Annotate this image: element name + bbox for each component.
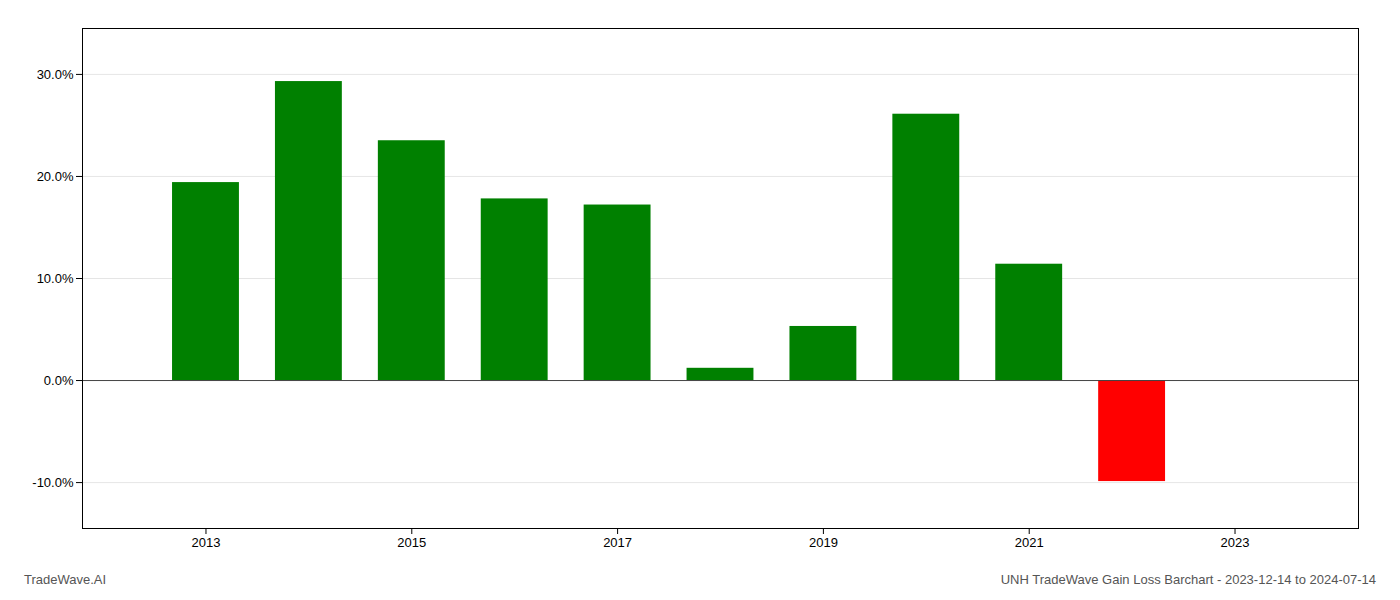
svg-text:2019: 2019 — [809, 535, 838, 550]
svg-text:2021: 2021 — [1015, 535, 1044, 550]
svg-text:2013: 2013 — [192, 535, 221, 550]
svg-text:20.0%: 20.0% — [37, 169, 74, 184]
svg-text:10.0%: 10.0% — [37, 271, 74, 286]
svg-text:2023: 2023 — [1221, 535, 1250, 550]
svg-text:2015: 2015 — [397, 535, 426, 550]
svg-text:2017: 2017 — [603, 535, 632, 550]
html-text:UNH TradeWave Gain Loss Barcha: UNH TradeWave Gain Loss Barchart - 2023-… — [1000, 572, 1376, 587]
html-text:TradeWave.AI: TradeWave.AI — [24, 572, 107, 587]
svg-text:0.0%: 0.0% — [44, 373, 74, 388]
svg-text:-10.0%: -10.0% — [32, 475, 74, 490]
svg-text:30.0%: 30.0% — [37, 67, 74, 82]
